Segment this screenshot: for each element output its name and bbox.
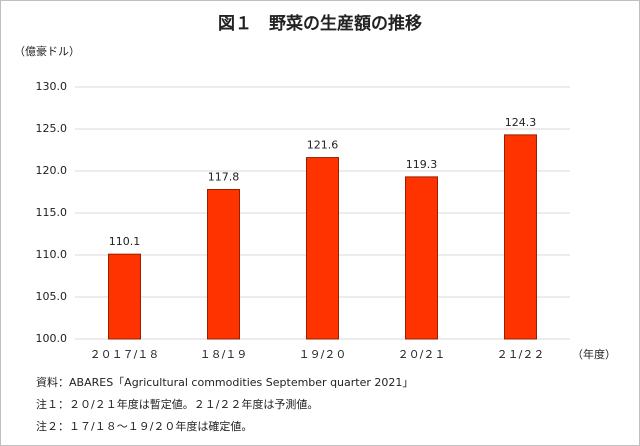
y-tick-label: 110.0 — [36, 248, 68, 261]
chart-title: 図１ 野菜の生産額の推移 — [218, 13, 422, 34]
x-tick-label: ２０/２１ — [398, 348, 446, 361]
y-tick-label: 130.0 — [36, 80, 68, 93]
bar — [207, 188, 240, 340]
note: 注２：１７/１８～１９/２０年度は確定値。 — [36, 419, 252, 433]
x-axis-label: （年度） — [572, 347, 616, 361]
value-label: 117.8 — [208, 170, 240, 183]
note: 資料：ABARES「Agricultural commodities Septe… — [36, 375, 413, 389]
y-axis-label: （億豪ドル） — [14, 44, 80, 58]
y-tick-label: 120.0 — [36, 164, 68, 177]
bar — [504, 134, 537, 340]
y-tick-label: 125.0 — [36, 122, 68, 135]
bar — [405, 176, 438, 340]
y-tick-label: 100.0 — [36, 332, 68, 345]
y-tick-label: 115.0 — [36, 206, 68, 219]
value-label: 121.6 — [307, 139, 339, 152]
x-tick-label: １８/１９ — [200, 348, 248, 361]
bar — [108, 253, 141, 340]
x-tick-label: ２０１７/１８ — [90, 348, 160, 361]
value-label: 110.1 — [109, 235, 141, 248]
value-label: 124.3 — [505, 116, 537, 129]
y-tick-label: 105.0 — [36, 290, 68, 303]
note: 注１：２０/２１年度は暫定値。２１/２２年度は予測値。 — [36, 397, 318, 411]
x-tick-label: １９/２０ — [299, 348, 347, 361]
value-label: 119.3 — [406, 158, 438, 171]
x-tick-label: ２１/２２ — [497, 348, 545, 361]
bar — [306, 157, 339, 340]
